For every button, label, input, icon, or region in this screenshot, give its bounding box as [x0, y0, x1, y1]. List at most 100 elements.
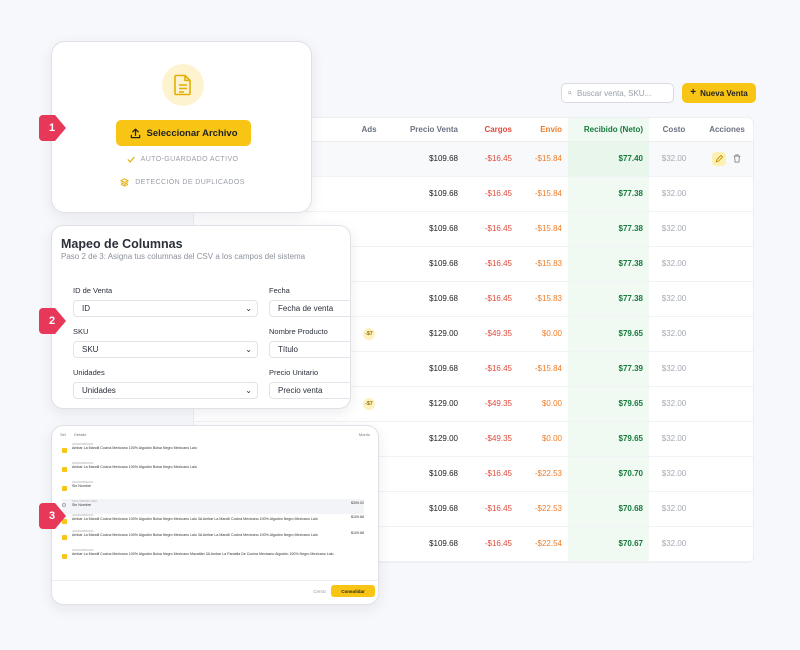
chevron-down-icon: ⌄	[245, 386, 252, 395]
costo-cell: $32.00	[649, 316, 699, 352]
costo-cell: $32.00	[649, 526, 699, 562]
costo-cell: $32.00	[649, 246, 699, 282]
feature-duplicates: DETECCIÓN DE DUPLICADOS	[52, 178, 311, 187]
table-row[interactable]: -$7 $129.00 -$49.35 $0.00 $79.65 $32.00	[194, 316, 753, 352]
cargos-cell: -$16.45	[464, 526, 518, 562]
search-input[interactable]	[577, 88, 667, 98]
chevron-down-icon: ⌄	[245, 304, 252, 313]
step-number: 3	[48, 510, 56, 522]
feature-duplicates-label: DETECCIÓN DE DUPLICADOS	[135, 179, 245, 186]
ads-cell: -$7	[344, 386, 394, 422]
search-icon	[568, 91, 572, 95]
column-mapping-card: Mapeo de Columnas Paso 2 de 3: Asigna tu…	[51, 225, 351, 409]
id-venta-select[interactable]: ID ⌄	[73, 300, 258, 317]
select-file-button[interactable]: Seleccionar Archivo	[116, 120, 251, 146]
field-sku: SKU SKU ⌄	[73, 327, 258, 358]
new-sale-label: Nueva Venta	[700, 88, 748, 98]
review-footer: Cerrar Consolidar	[52, 580, 378, 604]
cargos-cell: -$16.45	[464, 141, 518, 177]
actions-cell	[699, 421, 753, 457]
select-value: Precio venta	[278, 386, 323, 395]
costo-cell: $32.00	[649, 141, 699, 177]
row-price: $109.68	[351, 531, 364, 535]
checkbox-checked[interactable]	[62, 535, 67, 540]
close-button[interactable]: Cerrar	[313, 589, 326, 594]
col-cargos[interactable]: Cargos	[464, 118, 518, 142]
consolidate-button[interactable]: Consolidar	[331, 585, 375, 597]
checkbox-checked[interactable]	[62, 467, 67, 472]
field-label: Fecha	[269, 286, 290, 295]
row-title: Sin Nombre	[72, 503, 91, 507]
precio-cell: $129.00	[394, 316, 464, 352]
neto-cell: $79.65	[568, 421, 649, 457]
file-icon-circle	[162, 64, 204, 106]
checkbox-checked[interactable]	[62, 519, 67, 524]
chevron-down-icon: ⌄	[245, 345, 252, 354]
costo-cell: $32.00	[649, 491, 699, 527]
trash-icon[interactable]	[732, 153, 742, 165]
new-sale-button[interactable]: + Nueva Venta	[682, 83, 756, 103]
actions-cell	[699, 211, 753, 247]
actions-cell	[699, 456, 753, 492]
col-neto[interactable]: Recibido (Neto)	[568, 118, 649, 142]
ads-cell	[344, 351, 394, 387]
actions-cell	[699, 281, 753, 317]
precio-cell: $109.68	[394, 176, 464, 212]
review-row[interactable]: 2000009582251 Ambar La Mandil Cocina Mexi…	[62, 529, 364, 544]
actions-cell	[699, 386, 753, 422]
actions-cell	[699, 526, 753, 562]
row-title: Ambar La Mandil Cocina Mexicano 100% Alg…	[72, 517, 318, 521]
upload-card: Seleccionar Archivo AUTO-GUARDADO ACTIVO…	[51, 41, 312, 213]
envio-cell: -$15.84	[518, 351, 568, 387]
precio-unitario-select[interactable]: Precio venta	[269, 382, 350, 399]
checkbox-checked[interactable]	[62, 448, 67, 453]
select-value: SKU	[82, 345, 99, 354]
review-row[interactable]: 2000009582251 Ambar La Mandil Cocina Mexi…	[62, 513, 364, 528]
precio-cell: $109.68	[394, 351, 464, 387]
precio-cell: $109.68	[394, 141, 464, 177]
checkbox-checked[interactable]	[62, 554, 67, 559]
row-price: $109.68	[351, 515, 364, 519]
feature-autosave: AUTO-GUARDADO ACTIVO	[52, 156, 311, 163]
envio-cell: -$15.84	[518, 211, 568, 247]
radio-unchecked[interactable]	[62, 503, 66, 507]
review-row[interactable]: 2000009582251 Sin Nombre	[62, 480, 364, 495]
fecha-select[interactable]: Fecha de venta	[269, 300, 350, 317]
col-precio[interactable]: Precio Venta	[394, 118, 464, 142]
review-row[interactable]: SKU-000000-1200 Sin Nombre $309.02	[62, 499, 364, 514]
ads-cell	[344, 141, 394, 177]
checkbox-checked[interactable]	[62, 486, 67, 491]
table-row[interactable]: $109.68 -$16.45 -$15.84 $77.39 $32.00	[194, 351, 753, 387]
table-row[interactable]: 31 dic 2025$109.68-$16.45-$15.84$77.38$3…	[194, 211, 753, 247]
envio-cell: -$15.84	[518, 176, 568, 212]
search-box[interactable]	[561, 83, 674, 103]
envio-cell: $0.00	[518, 421, 568, 457]
field-nombre-producto: Nombre Producto Título	[269, 327, 350, 358]
envio-cell: -$22.54	[518, 526, 568, 562]
precio-cell: $109.68	[394, 211, 464, 247]
mapping-subtitle: Paso 2 de 3: Asigna tus columnas del CSV…	[61, 252, 306, 261]
sku-select[interactable]: SKU ⌄	[73, 341, 258, 358]
review-row[interactable]: 2000009582251 Ambar La Mandil Cocina Mexi…	[62, 442, 364, 457]
field-label: Nombre Producto	[269, 327, 328, 336]
ads-cell: -$7	[344, 316, 394, 352]
neto-cell: $77.38	[568, 246, 649, 282]
unidades-select[interactable]: Unidades ⌄	[73, 382, 258, 399]
cargos-cell: -$16.45	[464, 176, 518, 212]
edit-icon[interactable]	[712, 151, 726, 166]
col-envio[interactable]: Envío	[518, 118, 568, 142]
row-title: Ambar La Mandil Cocina Mexicano 100% Alg…	[72, 446, 197, 450]
cargos-cell: -$16.45	[464, 281, 518, 317]
col-ads[interactable]: Ads	[344, 118, 394, 142]
row-title: Ambar La Mandil Cocina Mexicano 100% Alg…	[72, 552, 334, 556]
document-icon	[174, 74, 191, 96]
nombre-producto-select[interactable]: Título	[269, 341, 350, 358]
review-card: Sel Detalle Monto 2000009582251 Ambar La …	[51, 425, 379, 605]
review-row[interactable]: 2000009582251 Ambar La Mandil Cocina Mexi…	[62, 461, 364, 476]
neto-cell: $77.38	[568, 176, 649, 212]
neto-cell: $77.38	[568, 211, 649, 247]
review-row[interactable]: 2000009582251 Ambar La Mandil Cocina Mexi…	[62, 548, 364, 570]
neto-cell: $77.38	[568, 281, 649, 317]
table-row[interactable]: -$7 $129.00 -$49.35 $0.00 $79.65 $32.00	[194, 386, 753, 422]
col-costo[interactable]: Costo	[649, 118, 699, 142]
